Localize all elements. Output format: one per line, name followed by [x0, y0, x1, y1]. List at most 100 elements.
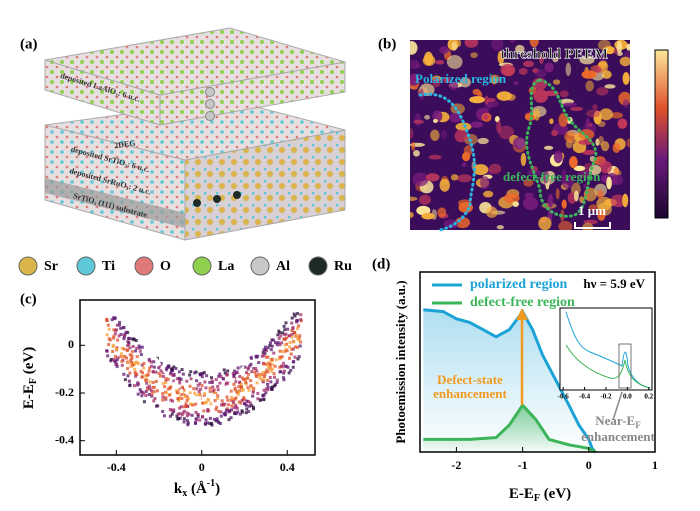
- arpes-pixel: [224, 383, 228, 387]
- arpes-pixel: [191, 403, 195, 407]
- arpes-pixel: [137, 362, 141, 366]
- peem-spot: [470, 121, 483, 128]
- arpes-pixel: [140, 345, 144, 349]
- peem-spot: [435, 60, 445, 65]
- arpes-pixel: [215, 417, 219, 421]
- peem-spot: [472, 88, 481, 95]
- peem-spot: [626, 138, 630, 148]
- peem-spot: [418, 194, 431, 205]
- arpes-pixel: [142, 366, 146, 370]
- arpes-pixel: [120, 346, 124, 350]
- legend-label: polarized region: [470, 277, 568, 292]
- arpes-pixel: [299, 313, 303, 317]
- arpes-pixel: [290, 321, 294, 325]
- arpes-pixel: [154, 379, 158, 383]
- arpes-pixel: [276, 333, 280, 337]
- arpes-pixel: [162, 414, 166, 418]
- arpes-pixel: [214, 407, 218, 411]
- arpes-pixel: [282, 378, 286, 382]
- arpes-pixel: [236, 392, 240, 396]
- arpes-pixel: [245, 407, 249, 411]
- peem-spot: [412, 172, 429, 187]
- arpes-pixel: [202, 394, 206, 398]
- arpes-pixel: [275, 378, 279, 382]
- arpes-pixel: [264, 355, 268, 359]
- arpes-pixel: [256, 354, 260, 358]
- arpes-pixel: [284, 321, 288, 325]
- region-outline: [418, 92, 476, 232]
- arpes-pixel: [138, 349, 142, 353]
- arpes-pixel: [128, 353, 132, 357]
- arpes-pixel: [270, 369, 274, 373]
- peem-spot: [597, 189, 604, 200]
- arpes-pixel: [164, 397, 168, 401]
- arpes-pixel: [206, 409, 210, 413]
- arpes-pixel: [194, 402, 198, 406]
- arpes-pixel: [148, 380, 152, 384]
- arpes-pixel: [296, 337, 300, 341]
- arpes-pixel: [236, 410, 240, 414]
- arpes-pixel: [278, 357, 282, 361]
- peem-spot: [450, 103, 465, 115]
- arpes-pixel: [205, 421, 209, 425]
- peem-spot: [582, 149, 596, 156]
- arpes-pixel: [116, 356, 120, 360]
- peem-spot: [549, 118, 554, 125]
- arpes-pixel: [299, 318, 303, 322]
- arpes-pixel: [232, 406, 236, 410]
- peem-spot: [564, 131, 576, 143]
- arpes-pixel: [126, 361, 130, 365]
- arpes-pixel: [287, 334, 291, 338]
- arpes-pixel: [226, 403, 230, 407]
- arpes-pixel: [262, 378, 266, 382]
- arpes-pixel: [292, 340, 296, 344]
- arpes-pixel: [269, 348, 273, 352]
- arpes-pixel: [186, 421, 190, 425]
- arpes-pixel: [288, 345, 292, 349]
- arpes-pixel: [210, 421, 214, 425]
- arpes-pixel: [208, 416, 212, 420]
- arpes-pixel: [296, 312, 300, 316]
- arpes-pixel: [233, 388, 237, 392]
- arpes-pixel: [293, 345, 297, 349]
- arpes-pixel: [266, 370, 270, 374]
- arpes-pixel: [133, 362, 137, 366]
- panel-label: (d): [372, 256, 390, 272]
- arpes-pixel: [252, 407, 256, 411]
- peem-spot: [410, 73, 420, 86]
- arpes-pixel: [178, 412, 182, 416]
- peem-spot: [544, 62, 554, 73]
- y-axis-label: Photoemission intensity (a.u.): [393, 280, 408, 443]
- arpes-pixel: [276, 341, 280, 345]
- arpes-pixel: [132, 384, 136, 388]
- arpes-pixel: [291, 327, 295, 331]
- arpes-pixel: [246, 367, 250, 371]
- arpes-pixel: [174, 366, 178, 370]
- arpes-pixel: [172, 408, 176, 412]
- peem-spot: [496, 120, 502, 134]
- arpes-pixel: [141, 371, 145, 375]
- arpes-pixel: [233, 412, 237, 416]
- arpes-pixel: [290, 329, 294, 333]
- arpes-pixel: [283, 328, 287, 332]
- arpes-pixel: [242, 396, 246, 400]
- arpes-pixel: [254, 367, 258, 371]
- arpes-pixel: [175, 414, 179, 418]
- arpes-pixel: [147, 369, 151, 373]
- arpes-pixel: [234, 412, 238, 416]
- arpes-pixel: [266, 382, 270, 386]
- arpes-pixel: [224, 408, 228, 412]
- series-line: [423, 402, 597, 454]
- arpes-pixel: [245, 371, 249, 375]
- arpes-pixel: [128, 346, 132, 350]
- arpes-pixel: [249, 355, 253, 359]
- arpes-pixel: [127, 340, 131, 344]
- arpes-pixel: [281, 331, 285, 335]
- arpes-pixel: [153, 397, 157, 401]
- arpes-pixel: [175, 391, 179, 395]
- arpes-pixel: [234, 372, 238, 376]
- peem-spot: [489, 74, 501, 84]
- arpes-pixel: [122, 337, 126, 341]
- arpes-pixel: [115, 323, 119, 327]
- inset-frame: [559, 307, 653, 391]
